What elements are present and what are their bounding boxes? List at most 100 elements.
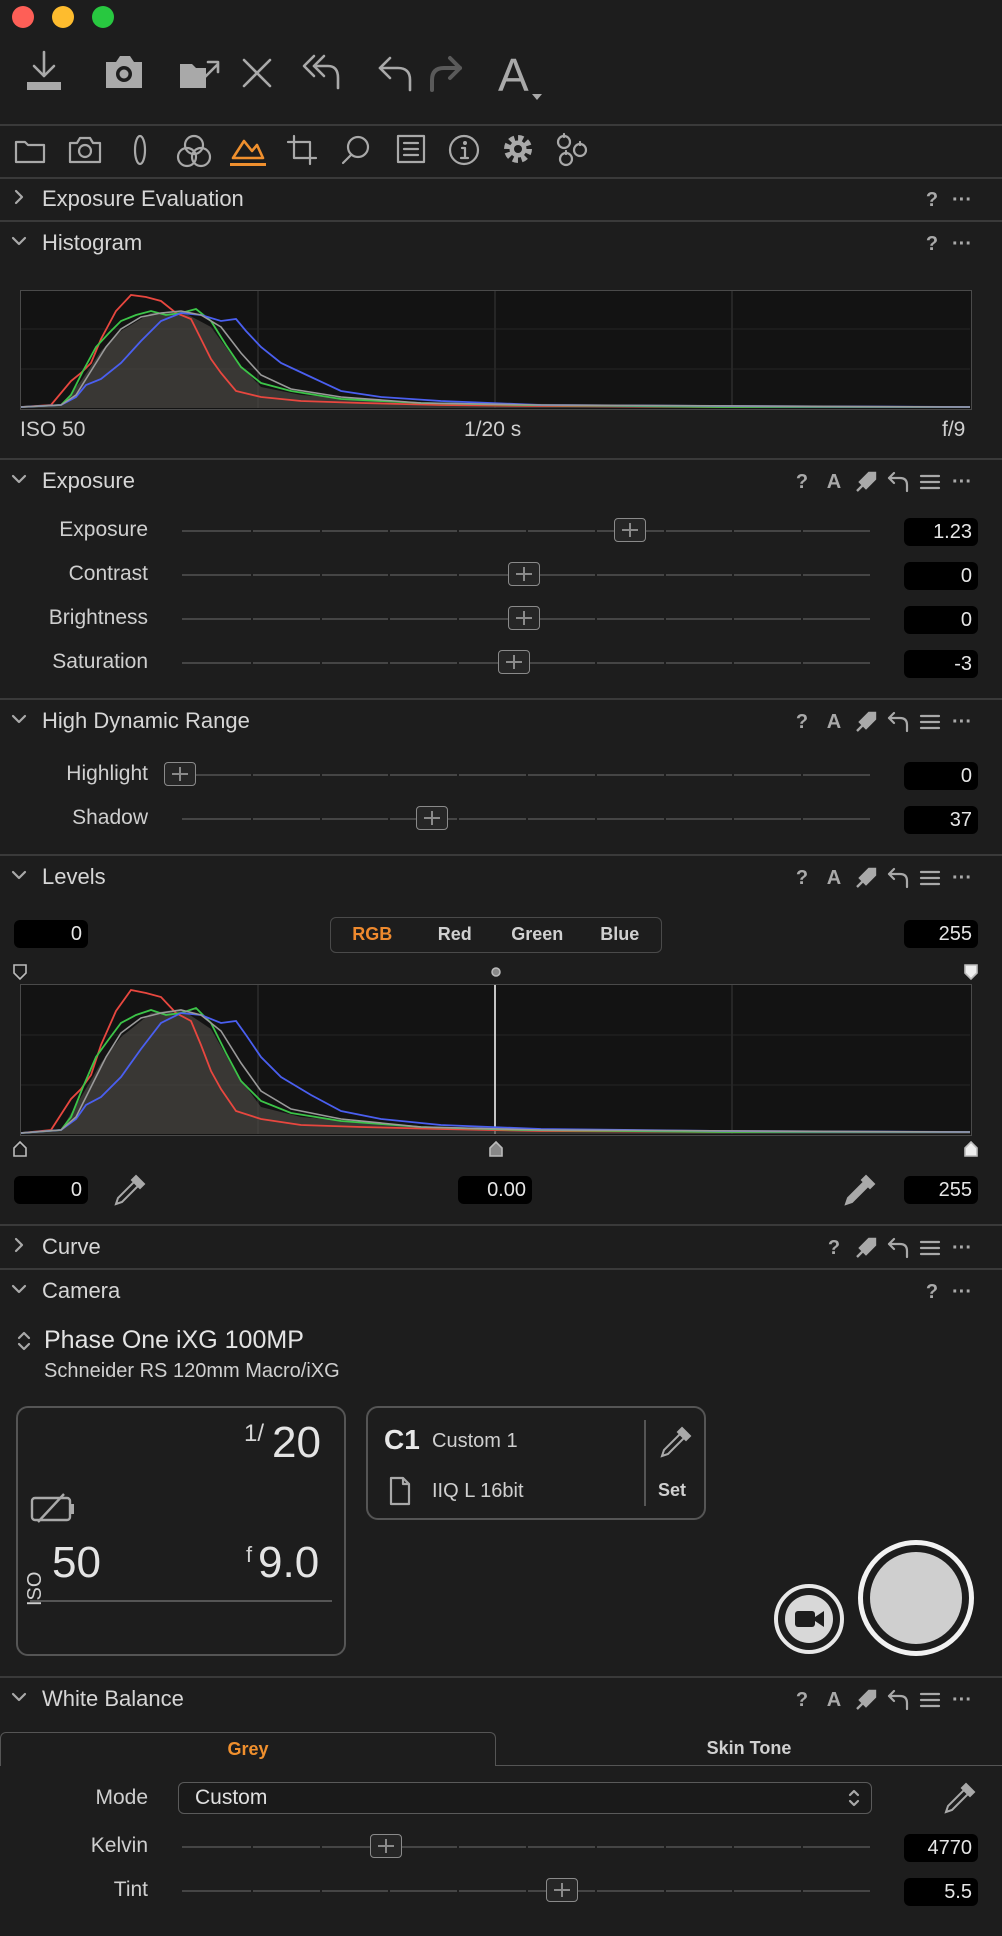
auto-icon[interactable]: A: [826, 867, 842, 889]
saturation-slider-handle[interactable]: [498, 650, 530, 674]
more-icon[interactable]: ···: [952, 233, 972, 255]
set-button[interactable]: Set: [658, 1480, 687, 1500]
exposure-slider-handle[interactable]: [614, 518, 646, 542]
exposure-header[interactable]: Exposure ? A ···: [0, 460, 1002, 504]
more-icon[interactable]: ···: [952, 711, 972, 733]
more-icon[interactable]: ···: [952, 471, 972, 493]
wb-mode-select[interactable]: Custom: [178, 1782, 872, 1814]
capture-tab-icon[interactable]: [68, 136, 102, 164]
settings-tab-icon[interactable]: [502, 133, 534, 165]
iso-value[interactable]: 50: [52, 1538, 101, 1587]
aperture-value[interactable]: 9.0: [258, 1538, 320, 1587]
copy-apply-icon[interactable]: [854, 710, 878, 734]
adjustments-tab-icon[interactable]: [554, 132, 590, 167]
more-icon[interactable]: ···: [952, 867, 972, 889]
reset-icon[interactable]: [886, 1236, 910, 1260]
import-icon[interactable]: [22, 48, 66, 94]
brightness-value-field[interactable]: 0: [904, 606, 978, 634]
redo-icon[interactable]: [428, 52, 468, 94]
kelvin-slider-track[interactable]: [182, 1845, 870, 1849]
more-icon[interactable]: ···: [952, 1237, 972, 1259]
reset-icon[interactable]: [886, 1688, 910, 1712]
levels-input-white-handle[interactable]: [964, 964, 978, 981]
camera-model[interactable]: Phase One iXG 100MP: [44, 1326, 304, 1354]
eyedropper-icon[interactable]: [658, 1424, 694, 1460]
auto-icon[interactable]: A: [826, 711, 842, 733]
saturation-value-field[interactable]: -3: [904, 650, 978, 678]
presets-icon[interactable]: [918, 710, 942, 734]
help-icon[interactable]: ?: [827, 1237, 841, 1259]
delete-icon[interactable]: [240, 56, 274, 90]
presets-icon[interactable]: [918, 1688, 942, 1712]
white-balance-header[interactable]: White Balance ? A ···: [0, 1678, 1002, 1722]
levels-output-mid-handle[interactable]: [489, 1140, 503, 1157]
color-tab-icon[interactable]: [176, 134, 212, 168]
lens-tab-icon[interactable]: [130, 134, 150, 166]
help-icon[interactable]: ?: [795, 867, 809, 889]
crop-tab-icon[interactable]: [286, 134, 318, 166]
metadata-tab-icon[interactable]: [396, 134, 426, 164]
highlight-slider-track[interactable]: [182, 773, 870, 777]
file-format[interactable]: IIQ L 16bit: [432, 1480, 524, 1502]
copy-apply-icon[interactable]: [854, 1236, 878, 1260]
highlight-slider-handle[interactable]: [164, 762, 196, 786]
copy-apply-icon[interactable]: [854, 470, 878, 494]
levels-input-black-field[interactable]: 0: [14, 920, 88, 948]
more-icon[interactable]: ···: [952, 189, 972, 211]
window-minimize-button[interactable]: [52, 6, 74, 28]
contrast-value-field[interactable]: 0: [904, 562, 978, 590]
window-zoom-button[interactable]: [92, 6, 114, 28]
copy-apply-icon[interactable]: [854, 866, 878, 890]
brightness-slider-handle[interactable]: [508, 606, 540, 630]
capture-shutter-button[interactable]: [858, 1540, 974, 1656]
contrast-slider-handle[interactable]: [508, 562, 540, 586]
focus-tab-icon[interactable]: [340, 134, 372, 166]
exposure-evaluation-header[interactable]: Exposure Evaluation ? ···: [0, 178, 1002, 222]
tint-value-field[interactable]: 5.5: [904, 1878, 978, 1906]
channel-blue-tab[interactable]: Blue: [600, 924, 640, 944]
help-icon[interactable]: ?: [925, 1281, 939, 1303]
levels-header[interactable]: Levels ? A ···: [0, 856, 1002, 900]
reset-icon[interactable]: [886, 710, 910, 734]
more-icon[interactable]: ···: [952, 1689, 972, 1711]
library-tab-icon[interactable]: [14, 136, 46, 164]
levels-output-white-handle[interactable]: [964, 1140, 978, 1157]
camera-select-icon[interactable]: [16, 1330, 32, 1352]
histogram-header[interactable]: Histogram ? ···: [0, 222, 1002, 266]
hdr-header[interactable]: High Dynamic Range ? A ···: [0, 700, 1002, 744]
help-icon[interactable]: ?: [795, 471, 809, 493]
export-icon[interactable]: [176, 52, 224, 94]
wb-tab-grey[interactable]: Grey: [0, 1732, 496, 1766]
shutter-denominator[interactable]: 20: [272, 1418, 321, 1467]
help-icon[interactable]: ?: [795, 1689, 809, 1711]
exposure-slider-track[interactable]: [182, 529, 870, 533]
black-point-picker-icon[interactable]: [112, 1172, 148, 1208]
shadow-value-field[interactable]: 37: [904, 806, 978, 834]
levels-input-white-field[interactable]: 255: [904, 920, 978, 948]
wb-picker-icon[interactable]: [942, 1780, 978, 1816]
window-close-button[interactable]: [12, 6, 34, 28]
help-icon[interactable]: ?: [925, 189, 939, 211]
channel-red-tab[interactable]: Red: [437, 924, 472, 944]
auto-icon[interactable]: A: [826, 1689, 842, 1711]
auto-icon[interactable]: A: [826, 471, 842, 493]
highlight-value-field[interactable]: 0: [904, 762, 978, 790]
help-icon[interactable]: ?: [795, 711, 809, 733]
channel-rgb-tab[interactable]: RGB: [352, 924, 393, 944]
curve-header[interactable]: Curve ? ···: [0, 1226, 1002, 1270]
reset-icon[interactable]: [886, 470, 910, 494]
tint-slider-track[interactable]: [182, 1889, 870, 1893]
auto-adjust-icon[interactable]: A: [496, 46, 546, 102]
copy-apply-icon[interactable]: [854, 1688, 878, 1712]
kelvin-value-field[interactable]: 4770: [904, 1834, 978, 1862]
undo-all-icon[interactable]: [300, 50, 344, 92]
exposure-value-field[interactable]: 1.23: [904, 518, 978, 546]
kelvin-slider-handle[interactable]: [370, 1834, 402, 1858]
levels-input-mid-handle[interactable]: [490, 966, 502, 978]
presets-icon[interactable]: [918, 470, 942, 494]
tint-slider-handle[interactable]: [546, 1878, 578, 1902]
levels-midtone-field[interactable]: 0.00: [458, 1176, 532, 1204]
camera-icon[interactable]: [102, 52, 146, 92]
shadow-slider-handle[interactable]: [416, 806, 448, 830]
camera-header[interactable]: Camera ? ···: [0, 1270, 1002, 1314]
